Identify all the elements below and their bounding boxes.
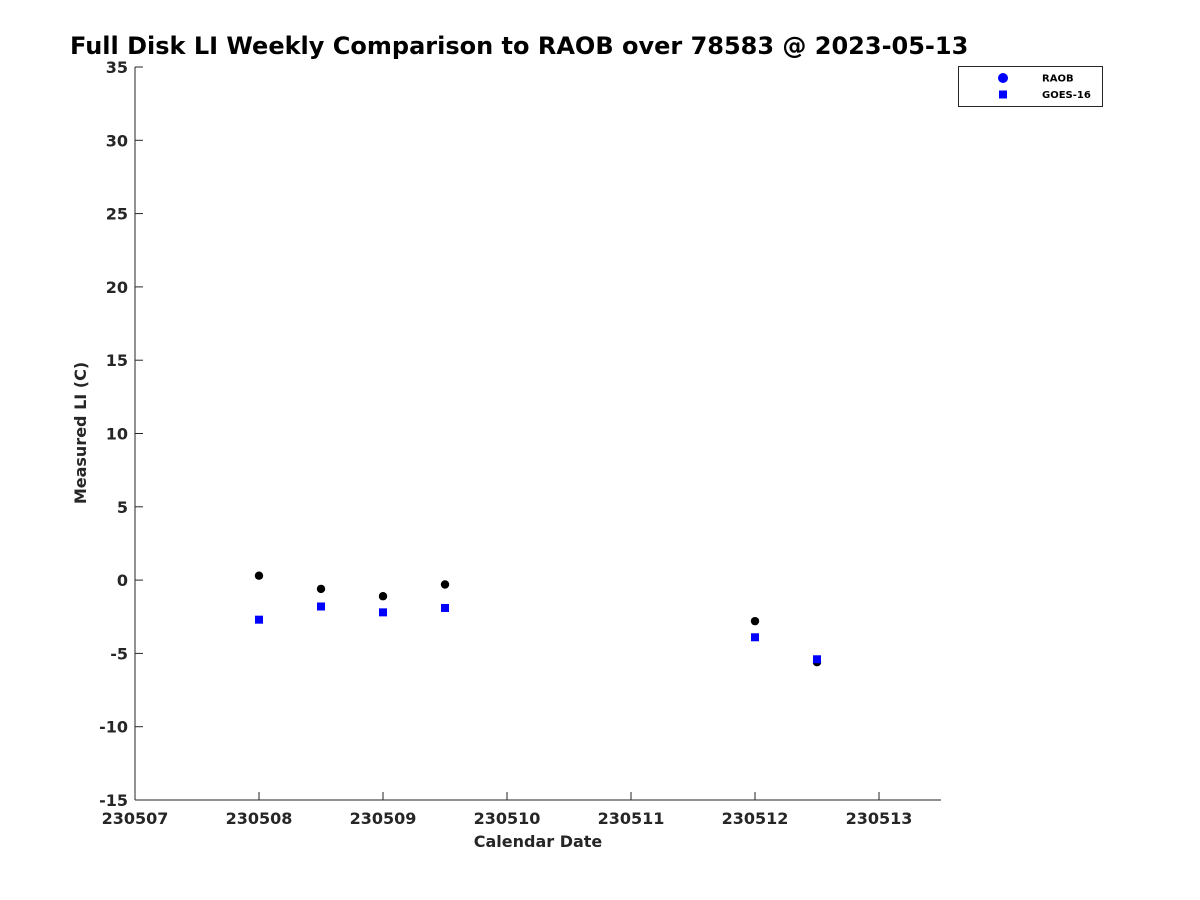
data-point xyxy=(317,602,325,611)
y-tick-label: -5 xyxy=(110,644,128,663)
legend-marker xyxy=(998,73,1008,83)
y-tick-label: -15 xyxy=(99,791,128,810)
data-point xyxy=(379,608,387,617)
data-point xyxy=(378,592,388,601)
data-point xyxy=(441,603,449,612)
data-point xyxy=(440,580,450,589)
y-tick-label: 25 xyxy=(106,205,128,224)
legend-items: RAOB GOES-16 xyxy=(998,73,1091,101)
y-tick-label: -10 xyxy=(99,718,128,737)
y-tick-label: 5 xyxy=(117,498,128,517)
y-axis-label: Measured LI (C) xyxy=(71,362,90,504)
data-point xyxy=(813,655,821,664)
data-point xyxy=(750,616,760,626)
data-point xyxy=(255,615,263,624)
series-goes-16 xyxy=(255,602,821,664)
y-tick-label: 10 xyxy=(106,425,128,444)
legend: RAOB GOES-16 xyxy=(958,66,1103,107)
y-tick-label: 20 xyxy=(106,278,128,297)
y-tick-label: 0 xyxy=(117,571,128,590)
legend-label: RAOB xyxy=(1042,74,1074,85)
y-ticks: 35 30 25 20 15 10 5 0 -5 -10 -15 xyxy=(99,58,143,810)
x-tick-label: 230509 xyxy=(350,809,417,828)
x-tick-label: 230513 xyxy=(846,809,913,828)
data-point xyxy=(316,584,326,594)
x-tick-label: 230512 xyxy=(722,809,789,828)
x-axis-label: Calendar Date xyxy=(474,832,603,851)
chart-title: Full Disk LI Weekly Comparison to RAOB o… xyxy=(70,32,968,60)
legend-marker xyxy=(999,90,1007,99)
y-tick-label: 30 xyxy=(106,131,128,150)
x-tick-label: 230510 xyxy=(474,809,541,828)
y-tick-label: 15 xyxy=(106,351,128,370)
x-tick-label: 230511 xyxy=(598,809,665,828)
series-layer xyxy=(254,571,822,667)
data-point xyxy=(254,571,264,580)
y-tick-label: 35 xyxy=(106,58,128,77)
legend-label: GOES-16 xyxy=(1042,90,1091,101)
x-tick-label: 230508 xyxy=(226,809,293,828)
x-tick-label: 230507 xyxy=(102,809,169,828)
legend-box xyxy=(958,66,1103,107)
x-ticks: 230507 230508 230509 230510 230511 230512 2305… xyxy=(102,792,913,828)
data-point xyxy=(751,633,759,642)
